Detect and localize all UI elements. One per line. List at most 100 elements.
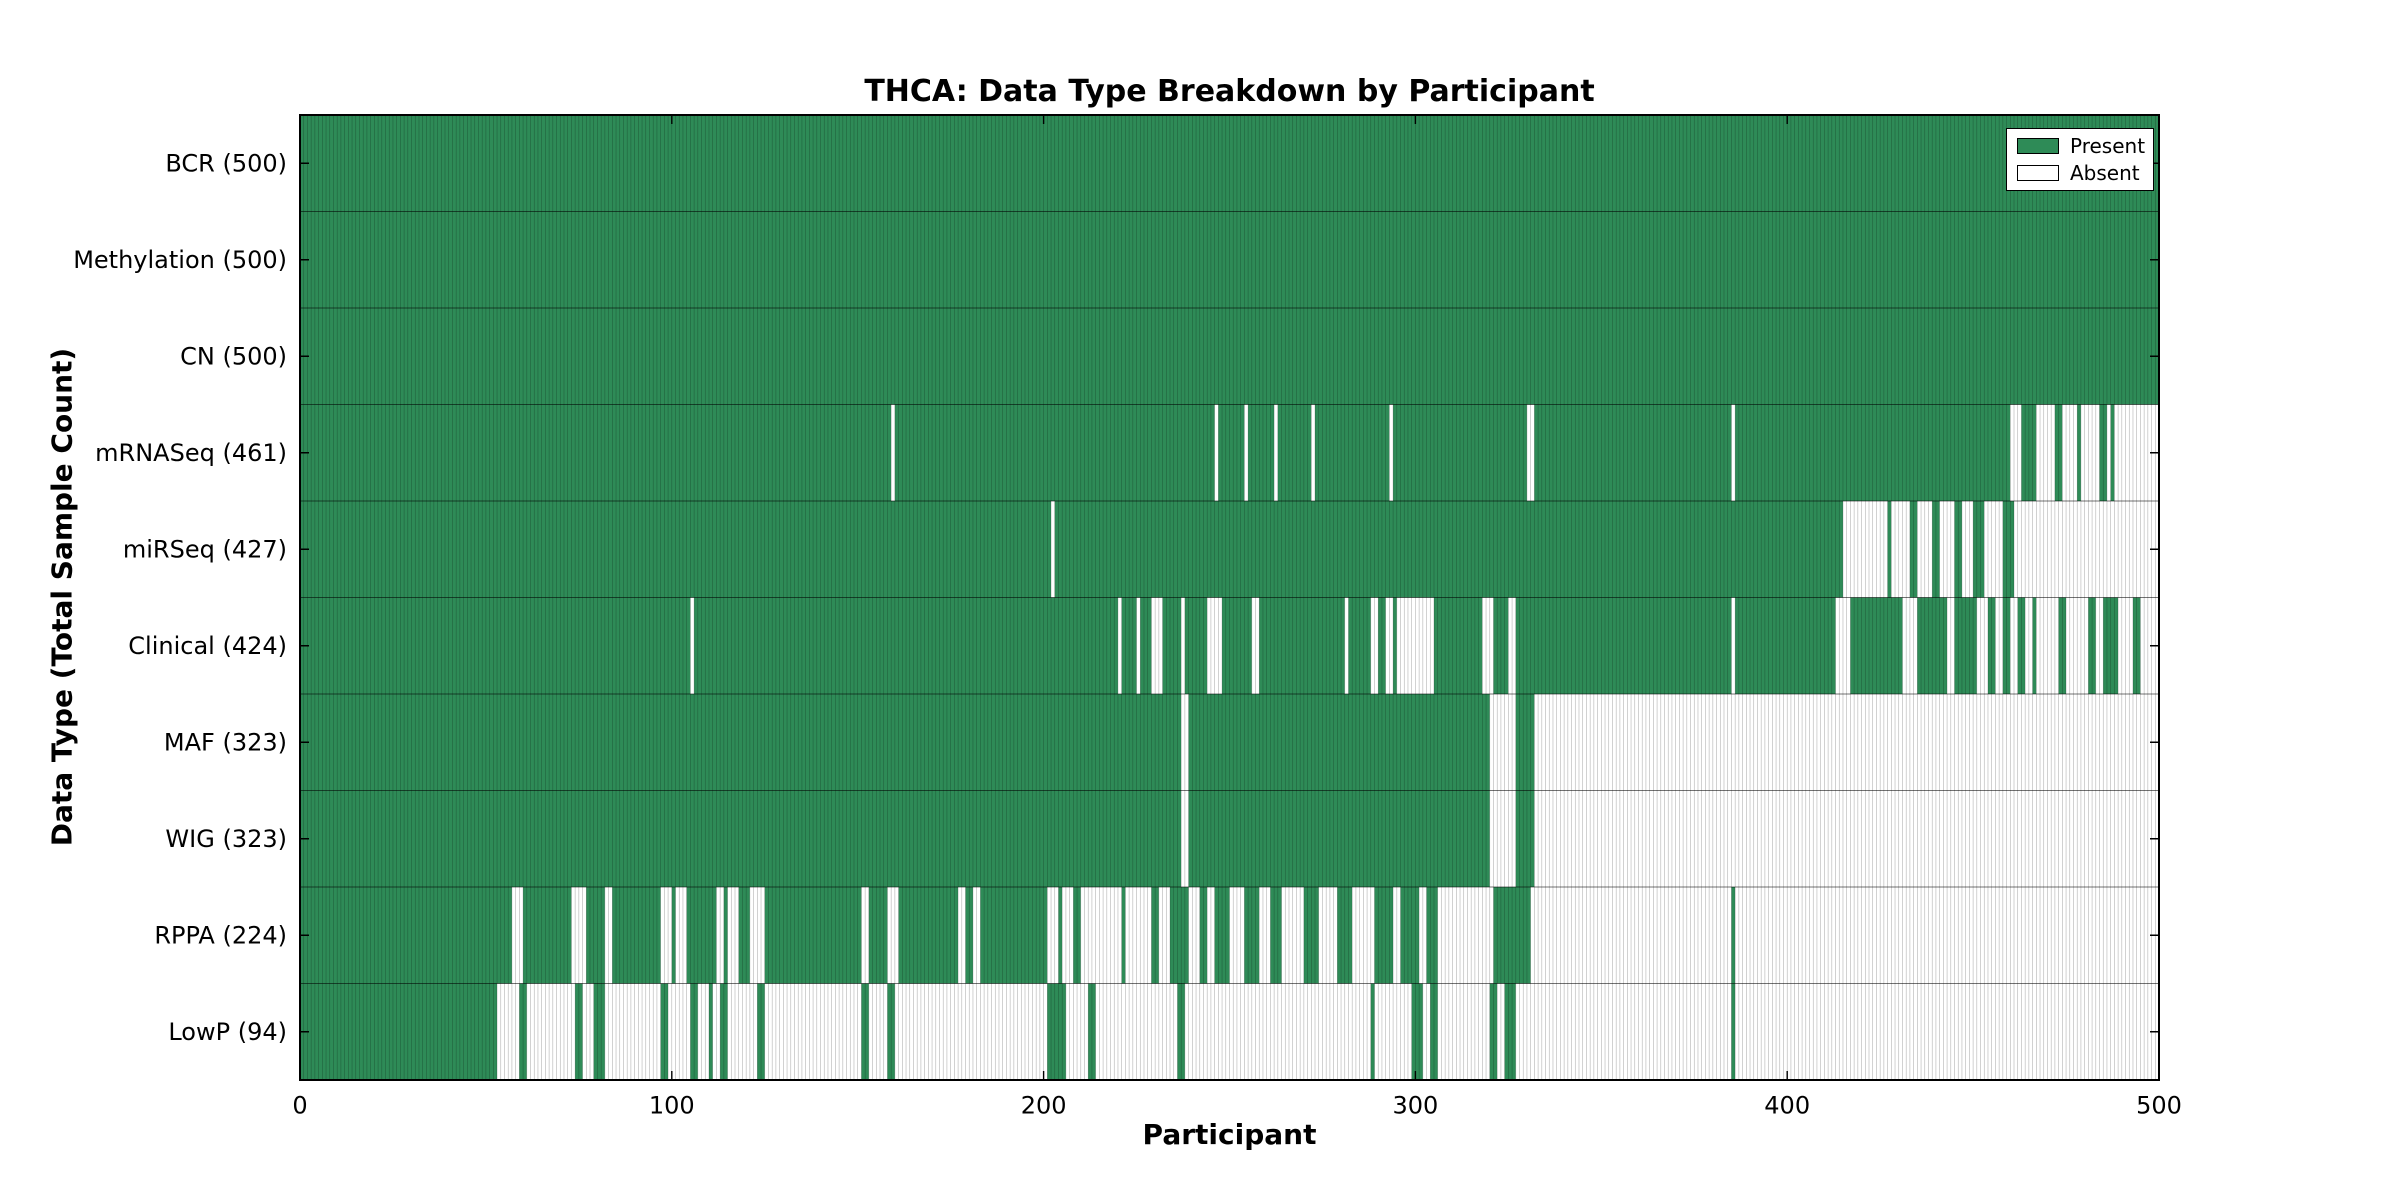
presence-run-MAF-absent: [1489, 694, 1516, 791]
presence-run-miRSeq-present: [1054, 501, 1843, 598]
presence-run-RPPA-present: [1270, 887, 1282, 984]
presence-run-RPPA-present: [1244, 887, 1260, 984]
x-tick-label: 400: [1764, 1092, 1810, 1120]
presence-run-Clinical-present: [694, 597, 1118, 694]
presence-run-Clinical-absent: [1251, 597, 1260, 694]
presence-run-RPPA-absent: [749, 887, 765, 984]
presence-run-mRNASeq-absent: [2062, 404, 2078, 501]
presence-run-LowP-absent: [526, 983, 576, 1080]
presence-run-RPPA-present: [1400, 887, 1420, 984]
presence-run-RPPA-absent: [1259, 887, 1271, 984]
presence-run-mRNASeq-absent: [2080, 404, 2100, 501]
presence-run-LowP-absent: [582, 983, 594, 1080]
presence-run-RPPA-absent: [1158, 887, 1171, 984]
presence-run-Clinical-absent: [2010, 597, 2018, 694]
absent-swatch: [2017, 165, 2059, 181]
presence-run-RPPA-present: [1337, 887, 1353, 984]
presence-run-Clinical-present: [1393, 597, 1397, 694]
presence-run-Methylation-present: [300, 211, 2159, 308]
presence-run-mRNASeq-absent: [1526, 404, 1535, 501]
presence-run-Clinical-absent: [1151, 597, 1163, 694]
presence-run-Clinical-present: [2058, 597, 2067, 694]
presence-run-Clinical-present: [1140, 597, 1152, 694]
presence-run-LowP-present: [757, 983, 765, 1080]
presence-run-LowP-present: [519, 983, 527, 1080]
presence-run-LowP-present: [861, 983, 869, 1080]
presence-run-CN-present: [300, 308, 2159, 405]
presence-run-miRSeq-absent: [1961, 501, 1974, 598]
presence-run-mRNASeq-absent: [1214, 404, 1219, 501]
presence-run-RPPA-present: [586, 887, 605, 984]
presence-run-RPPA-present: [1303, 887, 1319, 984]
row-dividers: [300, 211, 2159, 984]
presence-run-LowP-present: [708, 983, 713, 1080]
legend-label-present: Present: [2070, 134, 2146, 158]
presence-run-LowP-absent: [764, 983, 862, 1080]
presence-run-RPPA-absent: [1419, 887, 1427, 984]
presence-run-LowP-present: [575, 983, 583, 1080]
presence-run-miRSeq-present: [1973, 501, 1985, 598]
presence-run-LowP-absent: [497, 983, 520, 1080]
x-tick-label: 500: [2136, 1092, 2182, 1120]
presence-run-LowP-absent: [1515, 983, 1732, 1080]
presence-run-Clinical-present: [1433, 597, 1483, 694]
presence-run-LowP-absent: [868, 983, 888, 1080]
presence-run-Clinical-present: [1222, 597, 1252, 694]
presence-run-mRNASeq-present: [2054, 404, 2063, 501]
presence-run-Clinical-present: [1162, 597, 1182, 694]
presence-run-RPPA-present: [898, 887, 959, 984]
presence-run-Clinical-present: [1735, 597, 1836, 694]
presence-run-LowP-present: [1430, 983, 1438, 1080]
presence-run-RPPA-absent: [660, 887, 672, 984]
presence-run-Clinical-absent: [2118, 597, 2133, 694]
y-tick-label-mRNASeq: mRNASeq (461): [95, 439, 287, 467]
presence-run-Clinical-absent: [690, 597, 695, 694]
presence-run-LowP-absent: [1437, 983, 1490, 1080]
presence-run-RPPA-absent: [571, 887, 587, 984]
presence-run-RPPA-present: [1058, 887, 1063, 984]
presence-run-RPPA-present: [965, 887, 973, 984]
presence-run-Clinical-present: [2002, 597, 2011, 694]
presence-run-miRSeq-present: [300, 501, 1052, 598]
presence-run-miRSeq-present: [1954, 501, 1962, 598]
presence-run-LowP-present: [1504, 983, 1516, 1080]
presence-run-LowP-absent: [1422, 983, 1431, 1080]
presence-run-LowP-absent: [604, 983, 661, 1080]
presence-run-RPPA-absent: [1125, 887, 1152, 984]
x-tick-label: 300: [1392, 1092, 1438, 1120]
presence-run-Clinical-present: [1378, 597, 1386, 694]
presence-run-Clinical-absent: [1370, 597, 1379, 694]
presence-run-LowP-present: [300, 983, 498, 1080]
presence-run-Clinical-absent: [1731, 597, 1736, 694]
presence-run-RPPA-absent: [972, 887, 981, 984]
presence-run-RPPA-present: [1374, 887, 1394, 984]
presence-run-RPPA-present: [300, 887, 512, 984]
presence-run-mRNASeq-absent: [1389, 404, 1394, 501]
presence-run-Clinical-absent: [1835, 597, 1851, 694]
presence-run-Clinical-absent: [1947, 597, 1955, 694]
x-axis-title: Participant: [1142, 1118, 1317, 1151]
present-swatch: [2017, 138, 2059, 154]
presence-run-Clinical-absent: [1396, 597, 1434, 694]
presence-run-Clinical-absent: [2095, 597, 2104, 694]
presence-run-LowP-absent: [727, 983, 758, 1080]
presence-run-MAF-present: [1188, 694, 1490, 791]
presence-run-Clinical-absent: [2025, 597, 2033, 694]
legend-item-absent: Absent: [2017, 163, 2143, 183]
presence-run-RPPA-present: [686, 887, 717, 984]
legend-label-absent: Absent: [2070, 161, 2140, 185]
presence-run-WIG-absent: [1489, 790, 1516, 887]
presence-run-Clinical-absent: [1344, 597, 1349, 694]
x-tick-label: 100: [649, 1092, 695, 1120]
presence-run-Clinical-absent: [1508, 597, 1516, 694]
presence-run-mRNASeq-present: [2099, 404, 2107, 501]
presence-run-Clinical-absent: [1902, 597, 1918, 694]
legend: Present Absent: [2006, 128, 2154, 191]
presence-run-LowP-present: [690, 983, 698, 1080]
presence-run-RPPA-absent: [1437, 887, 1494, 984]
presence-run-WIG-absent: [1181, 790, 1189, 887]
presence-run-mRNASeq-present: [894, 404, 1215, 501]
presence-run-RPPA-absent: [511, 887, 524, 984]
presence-run-RPPA-present: [1199, 887, 1208, 984]
presence-run-RPPA-present: [1121, 887, 1126, 984]
